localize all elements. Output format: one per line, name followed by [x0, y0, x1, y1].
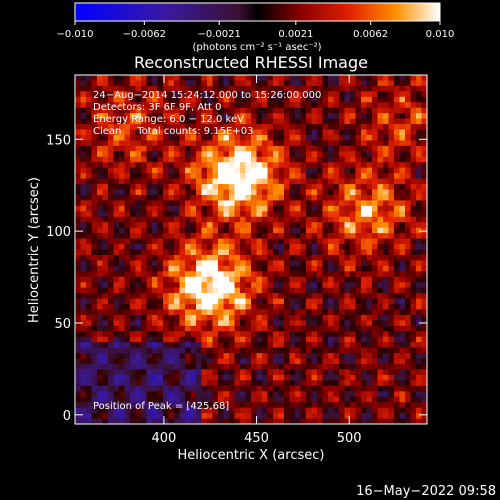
colorbar-units: (photons cm⁻² s⁻¹ asec⁻²): [192, 42, 321, 53]
annotation-detectors: Detectors: 3F 6F 9F, Att 0: [93, 102, 221, 113]
colorbar-tick-label: 0.0021: [278, 29, 313, 40]
y-tick-label: 100: [46, 225, 71, 240]
x-axis-ticks: 400 450 500: [152, 75, 362, 446]
colorbar-tick-label: −0.0062: [123, 29, 166, 40]
annotation-counts: Clean Total counts: 9.15E+03: [93, 126, 253, 137]
colorbar-tick-label: 0.010: [426, 29, 455, 40]
y-tick-label: 0: [63, 409, 71, 424]
x-axis-label: Heliocentric X (arcsec): [178, 448, 325, 463]
footer-timestamp: 16−May−2022 09:58: [356, 484, 496, 499]
plot-frame: [74, 74, 428, 425]
annotation-time: 24−Aug−2014 15:24:12.000 to 15:26:00.000: [93, 90, 321, 101]
colorbar-tick-label: 0.0062: [353, 29, 388, 40]
colorbar: [74, 2, 441, 22]
annotation-energy: Energy Range: 6.0 − 12.0 keV: [93, 114, 244, 125]
y-tick-label: 150: [46, 133, 71, 148]
x-tick-label: 400: [152, 431, 177, 446]
heatmap-image: [75, 75, 427, 424]
y-tick-label: 50: [54, 317, 71, 332]
colorbar-tick-label: −0.0021: [197, 29, 240, 40]
x-tick-label: 450: [244, 431, 269, 446]
chart-title: Reconstructed RHESSI Image: [134, 53, 368, 72]
colorbar-tick-label: −0.010: [56, 29, 93, 40]
y-axis-ticks: 0 50 100 150: [46, 133, 427, 424]
colorbar-ticks: −0.010 −0.0062 −0.0021 0.0021 0.0062 0.010: [56, 21, 454, 40]
peak-position-label: Position of Peak = [425,68]: [93, 401, 229, 412]
x-tick-label: 500: [337, 431, 362, 446]
y-axis-label: Heliocentric Y (arcsec): [27, 177, 42, 323]
